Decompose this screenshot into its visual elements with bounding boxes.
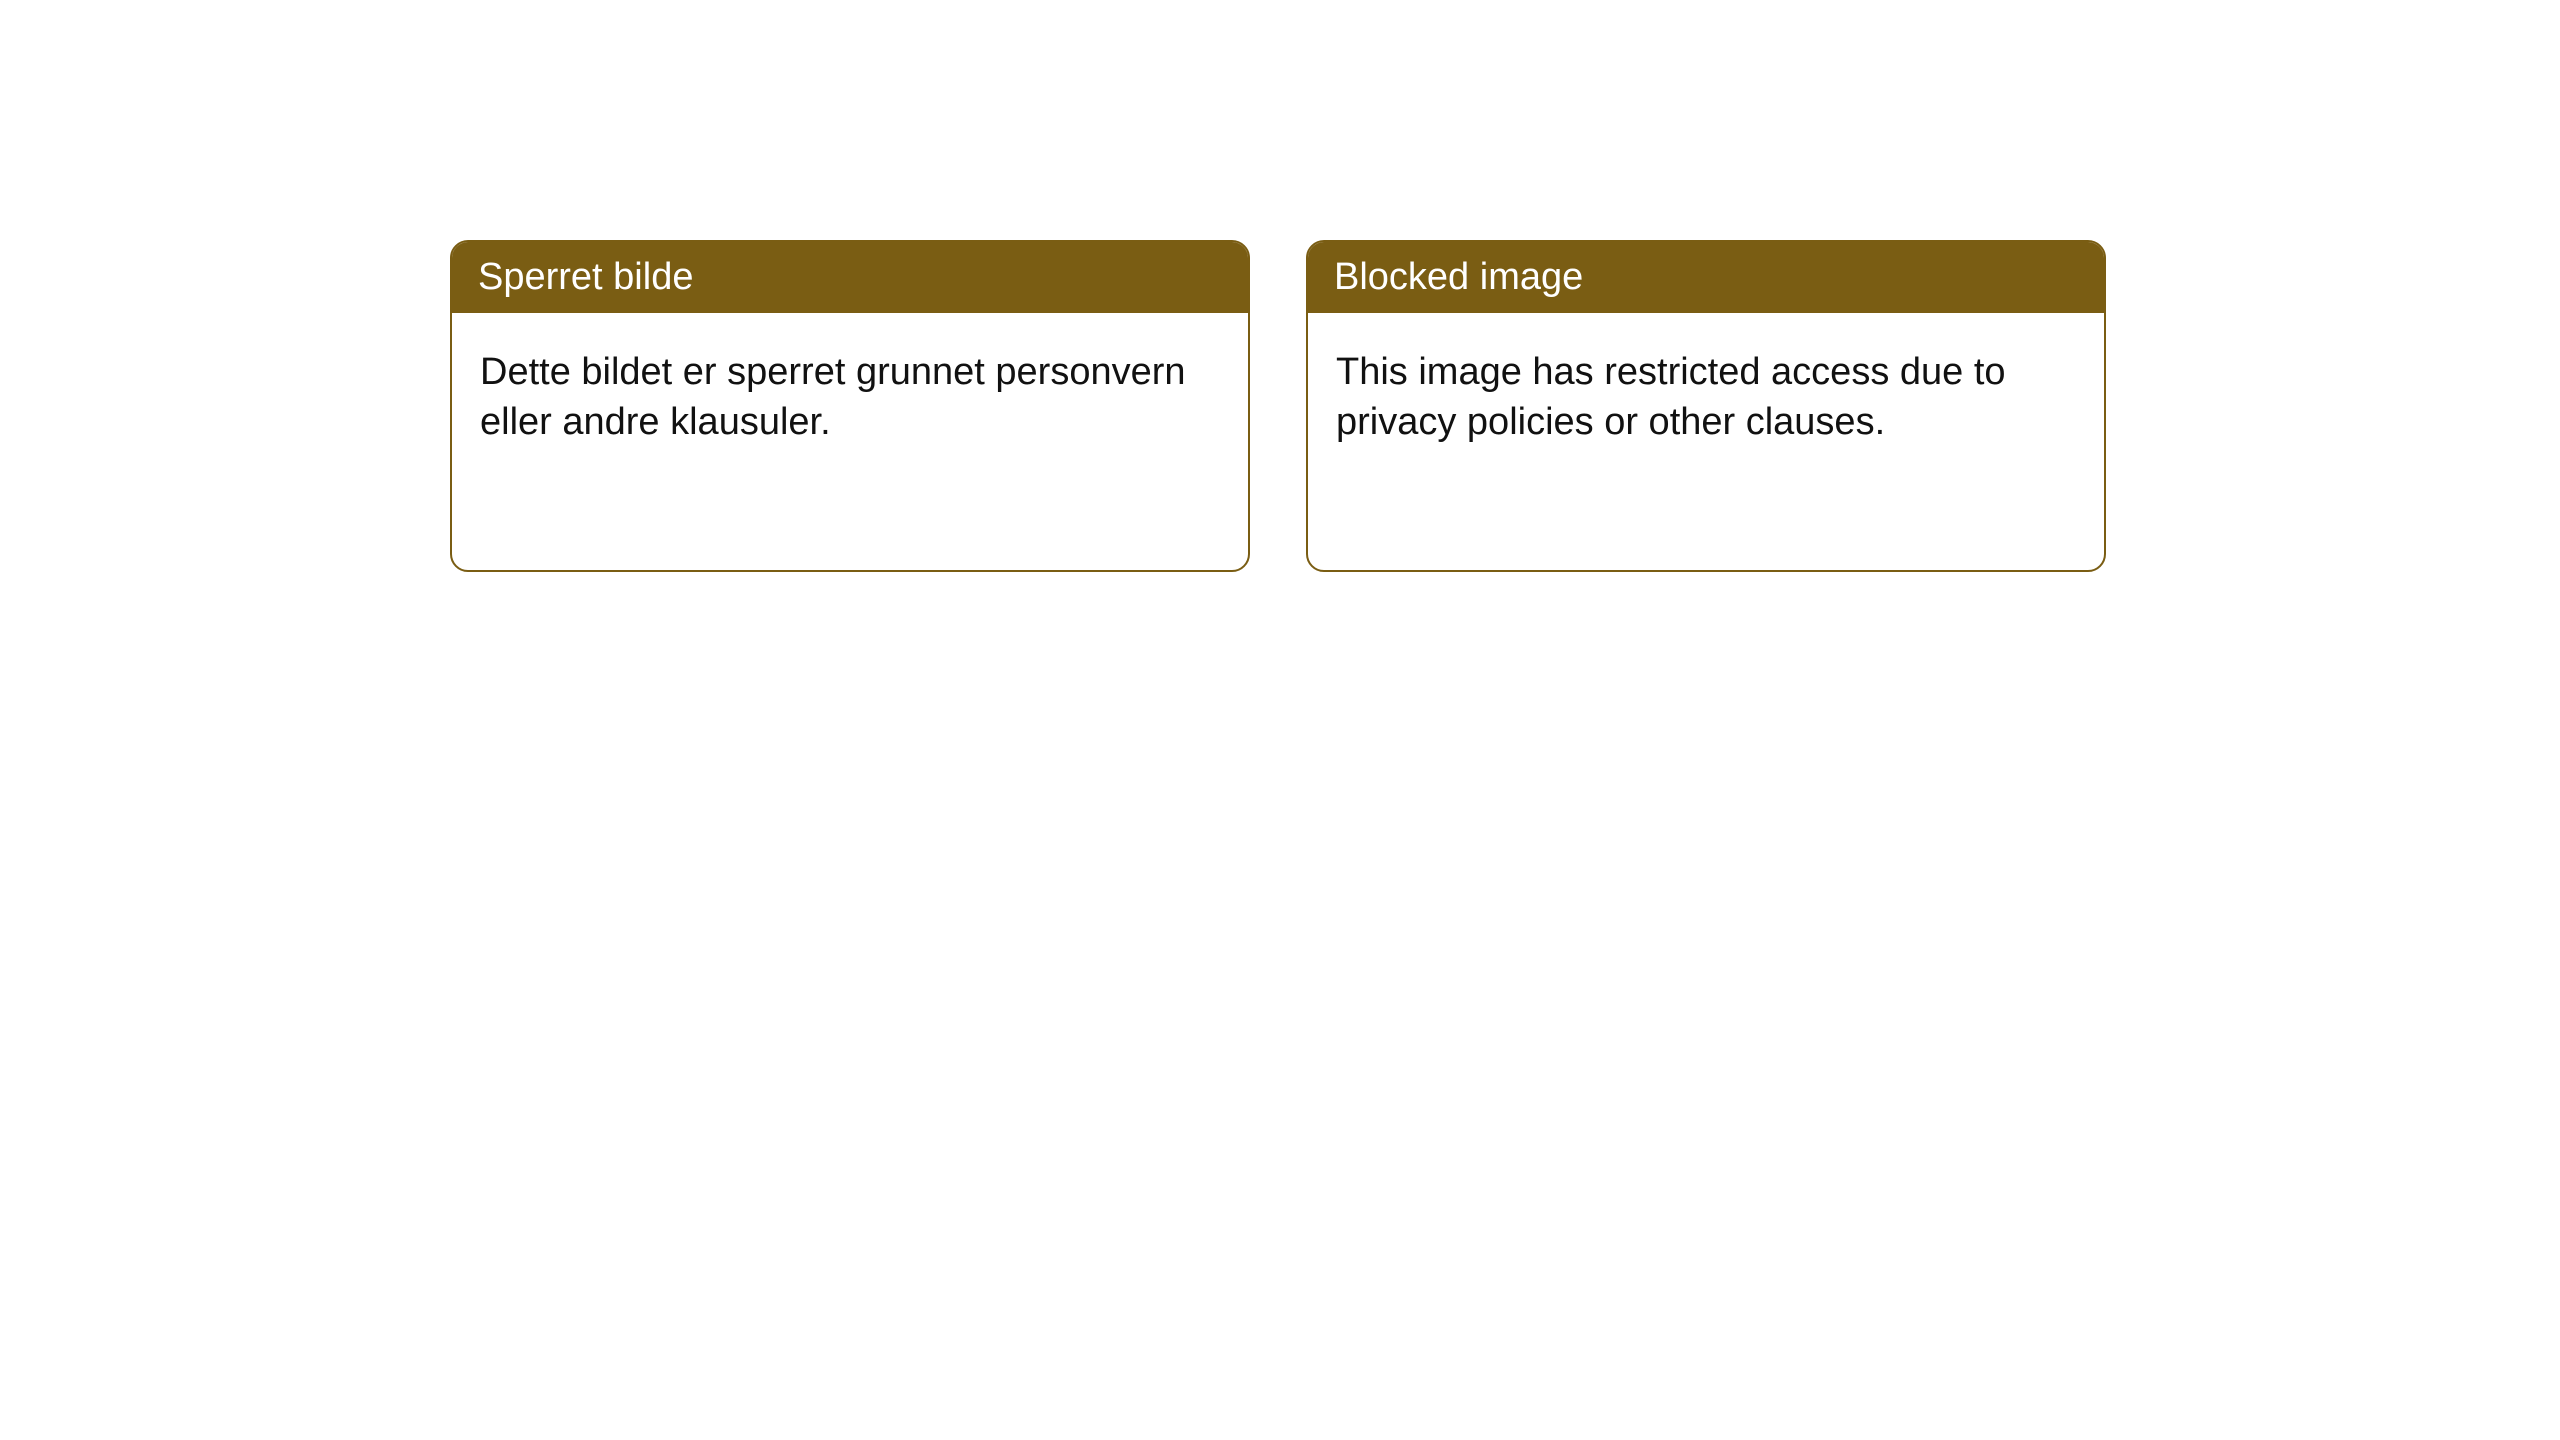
card-title: Sperret bilde xyxy=(478,256,693,298)
card-header: Sperret bilde xyxy=(452,242,1248,313)
blocked-image-card-en: Blocked image This image has restricted … xyxy=(1306,240,2106,572)
card-message: Dette bildet er sperret grunnet personve… xyxy=(480,351,1186,443)
blocked-image-card-no: Sperret bilde Dette bildet er sperret gr… xyxy=(450,240,1250,572)
notice-cards-container: Sperret bilde Dette bildet er sperret gr… xyxy=(0,0,2560,572)
card-message: This image has restricted access due to … xyxy=(1336,351,2006,443)
card-header: Blocked image xyxy=(1308,242,2104,313)
card-title: Blocked image xyxy=(1334,256,1583,298)
card-body: Dette bildet er sperret grunnet personve… xyxy=(452,313,1248,481)
card-body: This image has restricted access due to … xyxy=(1308,313,2104,481)
